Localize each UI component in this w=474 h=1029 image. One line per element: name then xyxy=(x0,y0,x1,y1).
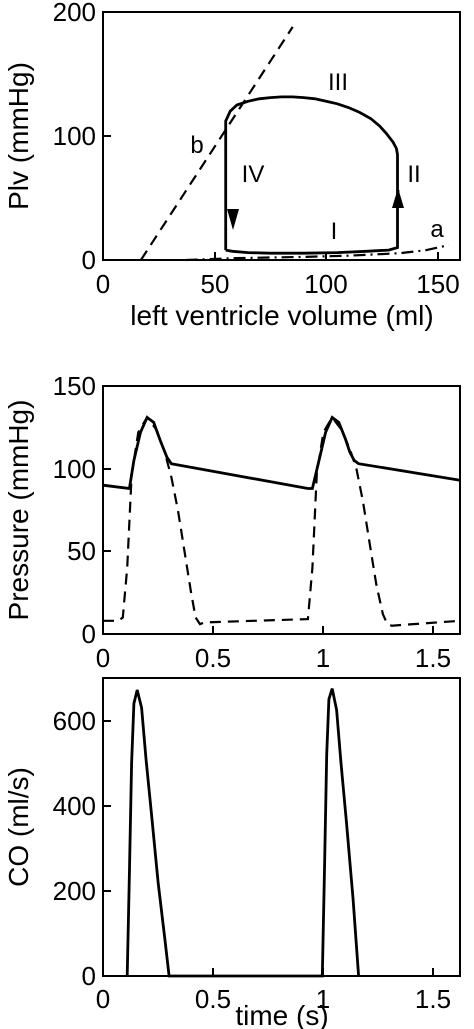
x-tick-label: 50 xyxy=(201,269,230,299)
curve-label-a: a xyxy=(430,216,444,243)
y-ticks: 200 100 0 xyxy=(53,0,111,275)
x-tick-label: 0 xyxy=(96,643,110,673)
y-axis-label: CO (ml/s) xyxy=(3,767,34,887)
x-tick-label: 0 xyxy=(96,269,110,299)
plot-frame xyxy=(102,677,461,977)
pressure-panel: 150 100 50 0 0 0.5 1 1.5 Pressure (mmHg) xyxy=(3,371,461,673)
filling-arrow xyxy=(227,209,239,230)
x-axis-label: time (s) xyxy=(235,1000,328,1029)
x-tick-label: 1.5 xyxy=(415,984,451,1014)
y-tick-label: 200 xyxy=(53,876,96,906)
phase-label-iv: IV xyxy=(242,161,265,188)
y-tick-label: 100 xyxy=(53,121,96,151)
y-tick-label: 50 xyxy=(67,536,96,566)
x-tick-label: 150 xyxy=(416,269,459,299)
aortic-pressure-line xyxy=(102,415,461,491)
y-tick-label: 100 xyxy=(53,454,96,484)
ventricular-pressure-line xyxy=(103,415,461,627)
cardiac-output-line xyxy=(125,688,360,978)
x-tick-label: 100 xyxy=(304,269,347,299)
x-ticks: 0 50 100 150 xyxy=(96,252,460,299)
y-tick-label: 600 xyxy=(53,706,96,736)
series-line-b xyxy=(139,26,294,261)
x-tick-label: 0 xyxy=(96,984,110,1014)
y-tick-label: 0 xyxy=(82,619,96,649)
y-tick-label: 0 xyxy=(82,961,96,991)
plot-frame xyxy=(102,11,461,261)
pv-loop-line xyxy=(224,95,399,255)
phase-label-i: I xyxy=(331,218,338,245)
x-tick-label: 1 xyxy=(316,984,330,1014)
series-line-a xyxy=(185,244,450,262)
x-ticks: 0 0.5 1 1.5 xyxy=(96,626,451,673)
x-axis-label: left ventricle volume (ml) xyxy=(130,300,433,331)
x-tick-label: 0.5 xyxy=(195,984,231,1014)
x-tick-label: 1.5 xyxy=(415,643,451,673)
y-tick-label: 200 xyxy=(53,0,96,27)
x-tick-label: 1 xyxy=(316,643,330,673)
x-tick-label: 0.5 xyxy=(195,643,231,673)
plot-frame xyxy=(102,385,461,635)
ejection-arrow xyxy=(392,188,404,208)
y-ticks: 600 400 200 0 xyxy=(53,706,111,991)
phase-label-iii: III xyxy=(328,69,348,96)
phase-label-ii: II xyxy=(407,161,420,188)
curve-label-b: b xyxy=(190,132,203,159)
y-tick-label: 400 xyxy=(53,791,96,821)
y-tick-label: 0 xyxy=(82,245,96,275)
y-tick-label: 150 xyxy=(53,371,96,401)
y-axis-label: Plv (mmHg) xyxy=(3,62,34,210)
cardiac-output-panel: 600 400 200 0 0 0.5 1 1.5 time (s) CO (m… xyxy=(3,677,461,1029)
pv-loop-panel: 200 100 0 0 50 100 150 left ventricle vo… xyxy=(3,0,461,331)
y-ticks: 150 100 50 0 xyxy=(53,371,111,649)
y-axis-label: Pressure (mmHg) xyxy=(3,400,34,621)
